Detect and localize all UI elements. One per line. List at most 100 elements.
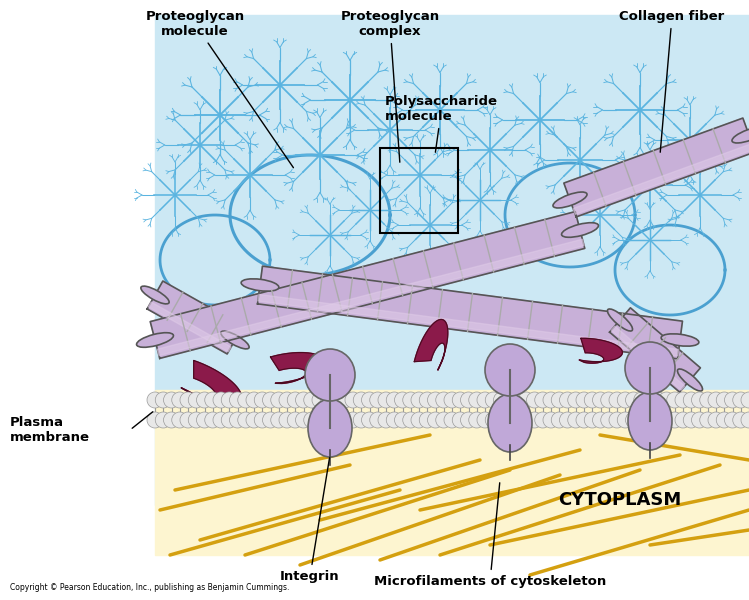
Text: Proteoglycan
complex: Proteoglycan complex [341,10,440,162]
Circle shape [592,392,608,408]
Circle shape [708,392,724,408]
Circle shape [551,392,567,408]
Circle shape [560,412,575,428]
Ellipse shape [488,394,532,452]
Ellipse shape [141,286,169,304]
Circle shape [691,412,708,428]
Circle shape [502,392,518,408]
Circle shape [617,392,633,408]
Polygon shape [579,338,622,363]
Circle shape [163,392,180,408]
Polygon shape [258,266,682,359]
Circle shape [461,392,476,408]
Circle shape [733,412,749,428]
Circle shape [452,392,468,408]
Circle shape [683,412,700,428]
Circle shape [213,392,229,408]
Circle shape [625,412,641,428]
Circle shape [535,392,551,408]
Circle shape [733,392,749,408]
Circle shape [576,392,592,408]
Circle shape [436,412,452,428]
Ellipse shape [485,344,535,396]
Circle shape [172,392,188,408]
Circle shape [254,392,270,408]
Circle shape [543,412,559,428]
Circle shape [700,392,716,408]
Circle shape [494,392,509,408]
Polygon shape [148,302,231,352]
Circle shape [576,412,592,428]
Circle shape [237,412,254,428]
Circle shape [403,412,419,428]
Circle shape [221,392,237,408]
Circle shape [180,392,196,408]
Circle shape [204,392,221,408]
Circle shape [428,412,443,428]
Circle shape [683,392,700,408]
Circle shape [601,412,616,428]
Circle shape [609,392,625,408]
Polygon shape [151,212,585,358]
Circle shape [288,392,303,408]
Circle shape [419,412,435,428]
Circle shape [527,392,542,408]
Circle shape [229,412,246,428]
Circle shape [477,412,493,428]
Circle shape [378,412,394,428]
Circle shape [716,392,733,408]
Circle shape [354,392,369,408]
Circle shape [560,392,575,408]
Circle shape [502,412,518,428]
Circle shape [584,392,600,408]
Circle shape [584,412,600,428]
Circle shape [667,412,683,428]
Circle shape [279,392,295,408]
Circle shape [510,412,526,428]
Circle shape [370,412,386,428]
Circle shape [419,392,435,408]
Circle shape [329,412,345,428]
Circle shape [296,412,312,428]
Circle shape [296,392,312,408]
Circle shape [667,392,683,408]
Polygon shape [610,308,700,392]
Circle shape [477,392,493,408]
Ellipse shape [305,349,355,401]
Circle shape [362,412,377,428]
Ellipse shape [661,334,699,346]
Circle shape [658,392,675,408]
Polygon shape [181,361,241,404]
Circle shape [510,392,526,408]
Circle shape [270,412,287,428]
Circle shape [650,412,667,428]
Bar [155,390,749,555]
Circle shape [411,392,427,408]
Circle shape [708,412,724,428]
Circle shape [700,412,716,428]
Circle shape [625,392,641,408]
Circle shape [642,392,658,408]
Circle shape [428,392,443,408]
Circle shape [485,412,501,428]
Circle shape [147,412,163,428]
Polygon shape [157,239,584,356]
Ellipse shape [241,279,279,291]
Circle shape [675,412,691,428]
Circle shape [461,412,476,428]
Bar [155,15,749,505]
Circle shape [568,392,583,408]
Circle shape [535,412,551,428]
Circle shape [444,392,460,408]
Circle shape [642,412,658,428]
Circle shape [312,412,328,428]
Circle shape [386,392,402,408]
Circle shape [163,412,180,428]
Circle shape [411,412,427,428]
Circle shape [279,412,295,428]
Circle shape [494,412,509,428]
Circle shape [354,412,369,428]
Circle shape [155,412,172,428]
Circle shape [592,412,608,428]
Text: Polysaccharide
molecule: Polysaccharide molecule [385,95,498,152]
